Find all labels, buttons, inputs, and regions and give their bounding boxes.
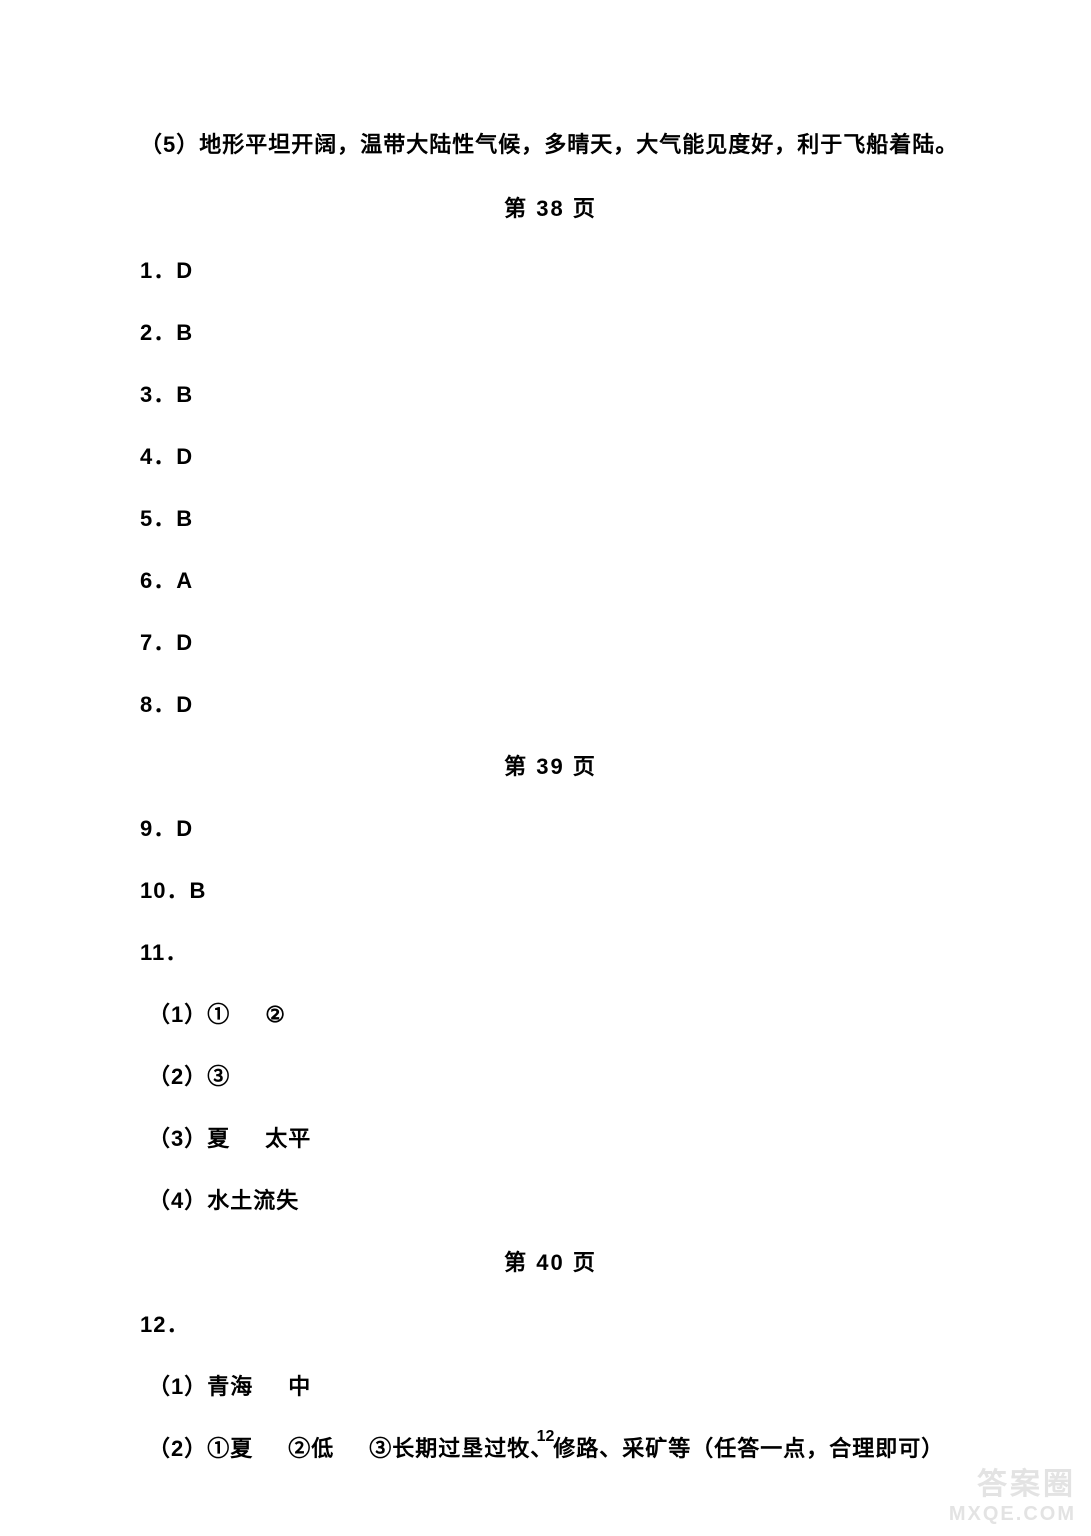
sub-answer-item: （3）夏 太平: [140, 1121, 961, 1153]
answer-item: 5．B: [140, 501, 961, 533]
answer-item: 4．D: [140, 439, 961, 471]
answer-item: 2．B: [140, 315, 961, 347]
watermark: 答案圈 MXQE.COM: [949, 1459, 1076, 1526]
answer-item: 8．D: [140, 687, 961, 719]
document-content: （5）地形平坦开阔，温带大陆性气候，多晴天，大气能见度好，利于飞船着陆。 第 3…: [0, 0, 1091, 1463]
sub-answer-text: 太平: [265, 1126, 311, 1151]
sub-answer-item: （1）① ②: [140, 997, 961, 1029]
sub-answer-item: （4）水土流失: [140, 1183, 961, 1215]
sub-answer-item: （2）③: [140, 1059, 961, 1091]
sub-answer-text: （1）①: [148, 1002, 230, 1027]
answer-item: 12．: [140, 1307, 961, 1339]
answer-item: 7．D: [140, 625, 961, 657]
sub-answer-item: （1）青海 中: [140, 1369, 961, 1401]
watermark-logo-text: 答案圈: [949, 1459, 1076, 1503]
answer-item: 6．A: [140, 563, 961, 595]
sub-answer-text: （3）夏: [148, 1126, 230, 1151]
section-38-heading: 第 38 页: [140, 191, 961, 223]
sub-answer-text: ②: [265, 1002, 286, 1027]
answer-item: 1．D: [140, 253, 961, 285]
sub-answer-text: （1）青海: [148, 1374, 253, 1399]
section-40-heading: 第 40 页: [140, 1245, 961, 1277]
answer-item: 3．B: [140, 377, 961, 409]
sub-answer-text: 中: [288, 1374, 311, 1399]
watermark-url-text: MXQE.COM: [949, 1503, 1076, 1526]
answer-item: 11．: [140, 935, 961, 967]
answer-item: 9．D: [140, 811, 961, 843]
answer-item: 10．B: [140, 873, 961, 905]
page-number: 12: [0, 1428, 1091, 1446]
intro-paragraph: （5）地形平坦开阔，温带大陆性气候，多晴天，大气能见度好，利于飞船着陆。: [140, 130, 961, 161]
section-39-heading: 第 39 页: [140, 749, 961, 781]
